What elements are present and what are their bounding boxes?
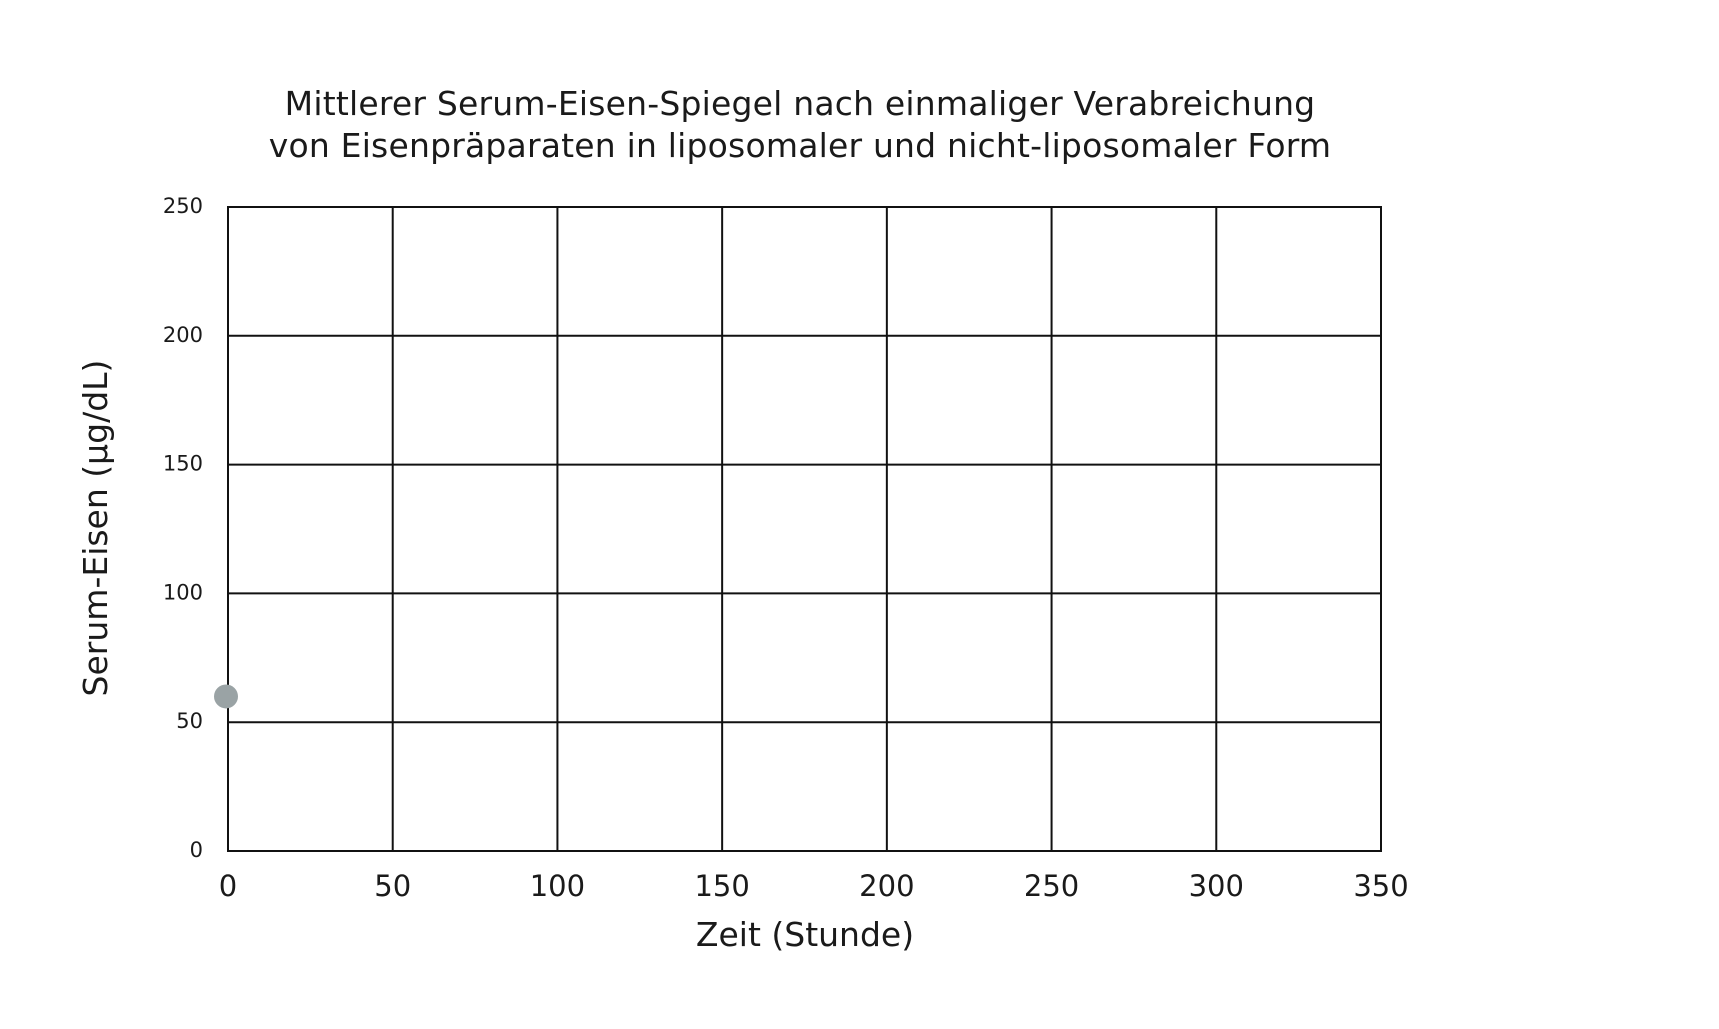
- x-tick-label: 250: [1024, 869, 1079, 903]
- y-tick-label: 150: [163, 452, 203, 476]
- x-tick-label: 50: [374, 869, 411, 903]
- chart-title-line-1: Mittlerer Serum-Eisen-Spiegel nach einma…: [284, 84, 1316, 123]
- x-tick-label: 200: [859, 869, 914, 903]
- y-tick-label: 250: [163, 194, 203, 218]
- x-tick-label: 350: [1353, 869, 1408, 903]
- x-axis-label: Zeit (Stunde): [695, 915, 915, 954]
- y-tick-label: 0: [190, 838, 203, 862]
- x-tick-label: 0: [219, 869, 237, 903]
- x-tick-label: 100: [530, 869, 585, 903]
- x-tick-label: 300: [1189, 869, 1244, 903]
- x-tick-label: 150: [694, 869, 749, 903]
- y-tick-label: 100: [163, 580, 203, 604]
- chart-title-line-2: von Eisenpräparaten in liposomaler und n…: [268, 126, 1332, 165]
- y-tick-label: 200: [163, 323, 203, 347]
- plot-border: [227, 206, 1382, 852]
- y-axis-label: Serum-Eisen (µg/dL): [76, 359, 115, 697]
- data-point: [214, 684, 238, 709]
- y-tick-label: 50: [176, 709, 203, 733]
